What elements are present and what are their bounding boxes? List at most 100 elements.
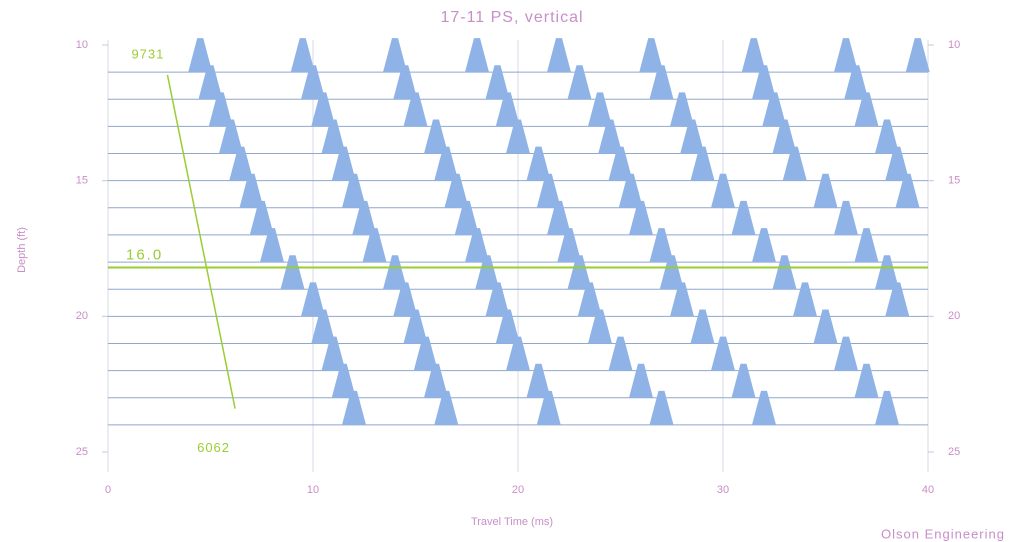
wavelet [905, 38, 930, 73]
wavelet [301, 65, 325, 100]
wavelet [711, 336, 735, 371]
wavelet [772, 119, 797, 154]
wavelet [506, 336, 530, 371]
wavelet [731, 363, 756, 398]
wavelet [659, 255, 684, 290]
wavelet [465, 228, 489, 263]
wavelet [854, 363, 879, 398]
x-axis-label: Travel Time (ms) [471, 516, 553, 528]
wavelet [536, 390, 561, 425]
y-axis-label: Depth (ft) [16, 227, 28, 273]
wavelet [649, 65, 674, 100]
wavelet [752, 228, 776, 263]
wavelet [444, 173, 469, 208]
wavelet [844, 65, 869, 100]
wavelet [567, 255, 592, 290]
y-tick-label: 25 [76, 446, 88, 458]
wavelet [762, 92, 787, 127]
wavelet [321, 119, 346, 154]
wavelet [280, 255, 305, 290]
wavelet [895, 173, 920, 208]
wavelet [198, 65, 223, 100]
wavelet [506, 119, 530, 154]
wavelet [424, 363, 448, 398]
wavelet [577, 282, 602, 317]
wavelet [649, 390, 674, 425]
wavelet [782, 146, 807, 181]
wavelet [711, 173, 735, 208]
wavelet [434, 390, 459, 425]
wavelet [670, 282, 694, 317]
wavelet [752, 390, 776, 425]
wavelet [342, 390, 366, 425]
wavelet [485, 282, 510, 317]
wavelet [588, 92, 612, 127]
wavelet [434, 146, 459, 181]
wavelet [260, 228, 284, 263]
x-tick-label: 30 [717, 484, 729, 496]
wavelet [188, 38, 213, 73]
y-tick-label: 10 [76, 39, 88, 51]
wavelet [393, 282, 418, 317]
wavelet [793, 282, 817, 317]
wavelet [403, 92, 428, 127]
wavelet [834, 200, 858, 235]
wavelet [342, 173, 366, 208]
wavelet [465, 38, 489, 73]
wavelet [485, 65, 510, 100]
wavelet [875, 390, 899, 425]
wavelet [588, 309, 612, 344]
y-tick-label: 15 [76, 175, 88, 187]
pick-end-label: 6062 [197, 440, 230, 455]
marker-label: 16.0 [126, 246, 163, 263]
credit: Olson Engineering [881, 526, 1005, 541]
wavelet [834, 38, 858, 73]
wavelet [331, 146, 356, 181]
wavelet [772, 255, 797, 290]
wavelet [854, 228, 879, 263]
wavelet [219, 119, 243, 154]
wavelet [424, 119, 448, 154]
wavelet [547, 38, 571, 73]
wavelet [526, 146, 551, 181]
wavelet [629, 363, 653, 398]
wavelet [752, 65, 776, 100]
wavelet [731, 200, 756, 235]
chart-title: 17-11 PS, vertical [440, 9, 583, 26]
x-tick-label: 40 [922, 484, 934, 496]
x-tick-label: 10 [307, 484, 319, 496]
wavelet [352, 200, 377, 235]
wavelet [680, 119, 705, 154]
wavelet [311, 309, 336, 344]
wavelet [311, 92, 336, 127]
y2-tick-label: 20 [948, 310, 960, 322]
wavelet [834, 336, 858, 371]
y2-tick-label: 10 [948, 39, 960, 51]
wavelet [690, 309, 715, 344]
wavelet [495, 309, 520, 344]
wavelet [331, 363, 356, 398]
wavelet [885, 146, 910, 181]
wavelet [362, 228, 387, 263]
x-tick-label: 0 [105, 484, 111, 496]
wavelet [239, 173, 264, 208]
wavelet [547, 200, 571, 235]
wavelet [249, 200, 274, 235]
wavelet [229, 146, 254, 181]
wavelet [618, 173, 643, 208]
wavelet [629, 200, 653, 235]
wavelet [454, 200, 479, 235]
wavelet [608, 146, 633, 181]
wavelet [885, 282, 910, 317]
wavelet [413, 336, 438, 371]
wavelet [475, 255, 500, 290]
pick-start-label: 9731 [131, 46, 164, 61]
wavelet [813, 173, 838, 208]
pick-line [166, 74, 236, 409]
wavelet [875, 255, 899, 290]
y-tick-label: 20 [76, 310, 88, 322]
wavelet [649, 228, 674, 263]
wavelet [854, 92, 879, 127]
wavelet [403, 309, 428, 344]
